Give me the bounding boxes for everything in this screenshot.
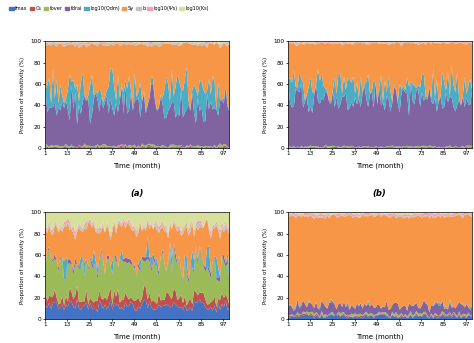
X-axis label: Time (month): Time (month) — [113, 333, 161, 340]
Y-axis label: Proportion of sensitivity (%): Proportion of sensitivity (%) — [263, 227, 268, 304]
X-axis label: Time (month): Time (month) — [113, 162, 161, 168]
Text: (b): (b) — [373, 189, 387, 198]
Y-axis label: Proportion of sensitivity (%): Proportion of sensitivity (%) — [263, 57, 268, 133]
Y-axis label: Proportion of sensitivity (%): Proportion of sensitivity (%) — [20, 227, 25, 304]
Y-axis label: Proportion of sensitivity (%): Proportion of sensitivity (%) — [20, 57, 25, 133]
Legend: fmax, Cs, fover, fdrai, log10(Qdm), Sy, b, log10(Ψs), log10(Ks): fmax, Cs, fover, fdrai, log10(Qdm), Sy, … — [7, 4, 211, 13]
Text: (a): (a) — [130, 189, 144, 198]
X-axis label: Time (month): Time (month) — [356, 162, 403, 168]
X-axis label: Time (month): Time (month) — [356, 333, 403, 340]
